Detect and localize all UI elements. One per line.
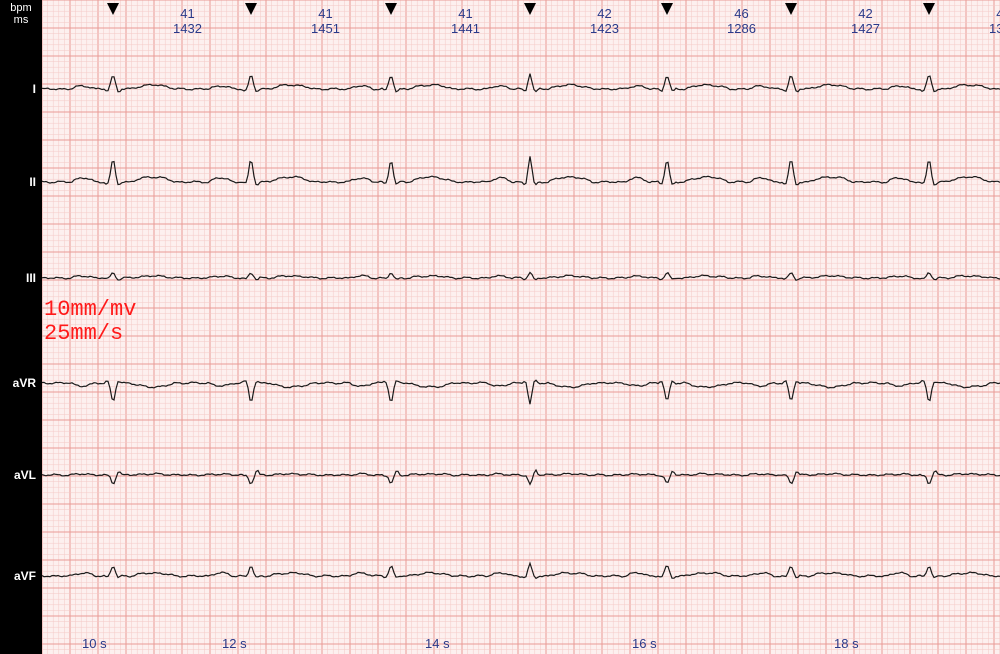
left-axis-strip: bpm ms IIIIIIaVRaVLaVF <box>0 0 42 654</box>
beat-marker-icon <box>923 3 935 15</box>
beat-ms: 1451 <box>311 21 340 36</box>
ecg-trace <box>42 74 1000 92</box>
lead-label: aVR <box>0 376 40 390</box>
beat-marker-icon <box>785 3 797 15</box>
ecg-trace <box>42 470 1000 484</box>
calibration-label: 10mm/mv 25mm/s <box>44 298 136 346</box>
beat-marker-icon <box>661 3 673 15</box>
beat-bpm: 41 <box>311 6 340 21</box>
beat-ms: 1423 <box>590 21 619 36</box>
beat-bpm: 41 <box>451 6 480 21</box>
beat-ms: 1286 <box>727 21 756 36</box>
ecg-traces <box>42 0 1000 654</box>
beat-bpm: 46 <box>727 6 756 21</box>
header-ms: ms <box>14 14 29 26</box>
time-axis-label: 16 s <box>632 636 657 651</box>
ecg-trace <box>42 273 1000 281</box>
beat-label: 411451 <box>311 6 340 36</box>
time-axis-label: 14 s <box>425 636 450 651</box>
beat-label: 421423 <box>590 6 619 36</box>
beat-ms: 1387 <box>989 21 1000 36</box>
beat-label: 411441 <box>451 6 480 36</box>
beat-bpm: 42 <box>590 6 619 21</box>
beat-ms: 1441 <box>451 21 480 36</box>
lead-label: II <box>0 175 40 189</box>
beat-bpm: 42 <box>851 6 880 21</box>
beat-marker-icon <box>385 3 397 15</box>
lead-label: aVL <box>0 468 40 482</box>
beat-ms: 1427 <box>851 21 880 36</box>
beat-label: 461286 <box>727 6 756 36</box>
beat-marker-icon <box>245 3 257 15</box>
ecg-trace <box>42 380 1000 404</box>
beat-label: 421427 <box>851 6 880 36</box>
beat-bpm: 41 <box>173 6 202 21</box>
beat-bpm: 43 <box>989 6 1000 21</box>
time-axis-label: 18 s <box>834 636 859 651</box>
beat-marker-icon <box>107 3 119 15</box>
beat-marker-icon <box>524 3 536 15</box>
beat-label: 411432 <box>173 6 202 36</box>
time-axis-label: 10 s <box>82 636 107 651</box>
header-units: bpm ms <box>0 2 42 26</box>
beat-label: 431387 <box>989 6 1000 36</box>
beat-ms: 1432 <box>173 21 202 36</box>
lead-label: III <box>0 271 40 285</box>
time-axis-label: 12 s <box>222 636 247 651</box>
lead-label: I <box>0 82 40 96</box>
lead-label: aVF <box>0 569 40 583</box>
ecg-trace <box>42 156 1000 185</box>
header-bpm: bpm <box>10 2 31 14</box>
ecg-trace <box>42 563 1000 578</box>
